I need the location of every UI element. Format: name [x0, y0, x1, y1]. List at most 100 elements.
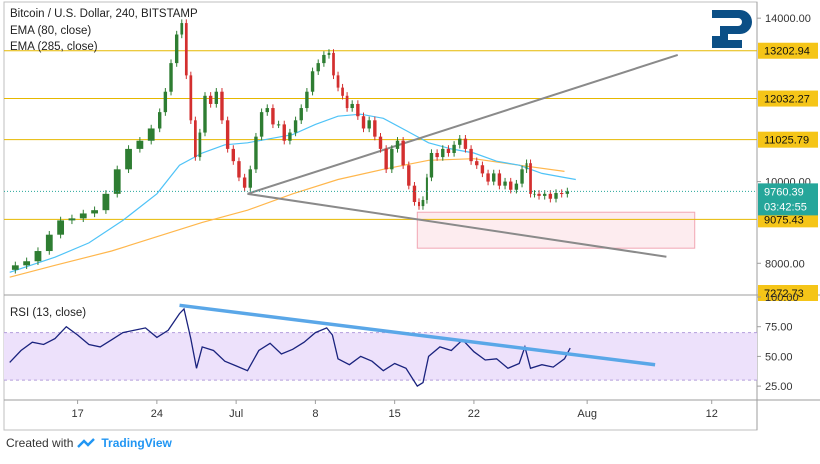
candle-body — [231, 148, 235, 162]
candle-body — [57, 220, 65, 235]
candle-body — [542, 193, 547, 196]
candle-body — [441, 148, 445, 158]
candle-body — [529, 163, 532, 194]
candle-body — [492, 173, 496, 182]
rsi-trendline — [179, 303, 656, 367]
candle-body — [412, 185, 417, 203]
candle-body — [113, 169, 121, 194]
candle-body — [373, 120, 377, 137]
x-tick-label: 8 — [312, 408, 318, 420]
x-tick-label: Jul — [229, 408, 243, 420]
chart-title: Bitcoin / U.S. Dollar, 240, BITSTAMP — [10, 8, 198, 20]
candle-body — [265, 108, 269, 113]
candle-body — [45, 234, 53, 252]
candle-body — [259, 112, 264, 137]
candle-body — [356, 103, 360, 117]
current-price-label: 9760.39 — [764, 186, 804, 198]
candle-body — [525, 163, 528, 170]
price-level-badge — [758, 131, 818, 148]
ema80-legend: EMA (80, close) — [10, 25, 92, 37]
candle-body — [174, 34, 179, 64]
footer-created-with: Created with — [6, 436, 74, 450]
candle-body — [509, 181, 513, 190]
candle-body — [520, 169, 524, 184]
candle-body — [345, 95, 349, 109]
candle-body — [425, 177, 428, 200]
x-tick-label: 15 — [389, 408, 401, 420]
rsi-line — [9, 307, 571, 387]
candle-body — [91, 210, 98, 214]
candle-body — [198, 132, 202, 158]
candle-body — [390, 148, 394, 170]
rsi-band — [4, 332, 757, 381]
current-price-badge — [758, 183, 818, 216]
price-level-badge — [758, 42, 818, 59]
candle-body — [68, 218, 76, 221]
candle-body — [310, 71, 315, 92]
candle-body — [548, 193, 553, 199]
candle-body — [475, 161, 479, 166]
candle-body — [147, 128, 155, 141]
price-level-badge — [758, 90, 818, 107]
bar-countdown-label: 03:42:55 — [764, 201, 807, 213]
ema80-line — [9, 113, 576, 273]
x-tick-label: 17 — [71, 408, 83, 420]
candle-body — [417, 202, 421, 207]
candle-body — [537, 193, 541, 196]
candle-body — [11, 265, 19, 270]
price-tick-label: 8000.00 — [765, 258, 805, 270]
ema285-legend: EMA (285, close) — [10, 41, 98, 53]
lower-channel-line — [247, 192, 667, 258]
footer: Created with TradingView — [6, 436, 172, 450]
x-tick-label: 12 — [706, 408, 718, 420]
price-level-label: 12032.27 — [764, 94, 810, 106]
candle-body — [458, 138, 462, 145]
candle-body — [136, 140, 144, 149]
rsi-tick-label: 100.00 — [765, 292, 799, 304]
candle-body — [435, 152, 439, 158]
candle-body — [34, 251, 42, 262]
candle-body — [208, 95, 213, 104]
candle-body — [429, 152, 434, 178]
candle-body — [378, 136, 383, 149]
candle-body — [497, 173, 502, 186]
candle-body — [214, 91, 219, 104]
candle-body — [514, 183, 519, 190]
price-level-badge — [758, 285, 818, 301]
candle-body — [125, 148, 132, 170]
x-tick-label: Aug — [577, 408, 597, 420]
candle-body — [341, 87, 344, 96]
rsi-tick-label: 75.00 — [765, 322, 793, 334]
price-level-label: 13202.94 — [764, 46, 810, 58]
price-tick-label: 14000.00 — [765, 13, 811, 25]
tradingview-logo-icon — [77, 438, 96, 448]
candle-body — [271, 108, 275, 125]
candle-body — [225, 120, 230, 149]
candle-body — [169, 63, 173, 92]
candle-body — [276, 124, 281, 126]
candle-body — [322, 54, 326, 64]
candle-body — [565, 191, 570, 194]
candle-body — [163, 91, 168, 113]
candle-body — [248, 169, 252, 188]
candle-body — [503, 181, 507, 186]
candle-body — [446, 148, 451, 153]
candle-body — [299, 108, 303, 121]
price-pane — [4, 19, 757, 278]
candle-body — [554, 193, 558, 199]
candle-body — [486, 173, 490, 182]
price-level-label: 11025.79 — [764, 135, 809, 147]
candle-body — [361, 116, 366, 129]
candle-body — [282, 124, 286, 141]
candle-body — [327, 52, 331, 55]
candle-body — [157, 112, 162, 129]
upper-channel-line — [247, 53, 679, 195]
footer-brand[interactable]: TradingView — [101, 436, 172, 450]
candle-body — [395, 140, 400, 149]
candle-body — [254, 136, 258, 170]
candle-body — [23, 261, 31, 266]
candle-body — [533, 193, 536, 195]
candle-body — [237, 161, 241, 178]
